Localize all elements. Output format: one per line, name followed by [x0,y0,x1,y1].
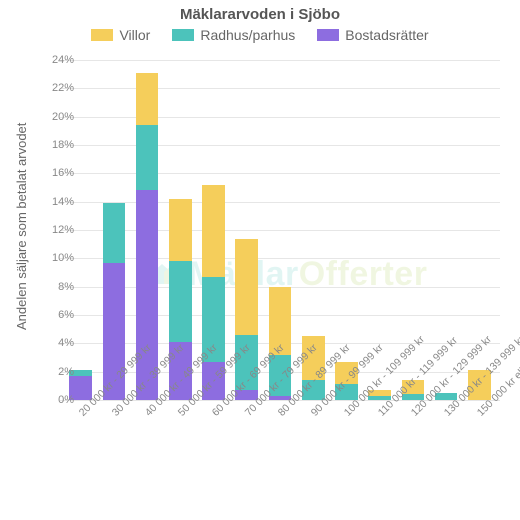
chart-title: Mäklararvoden i Sjöbo [0,0,520,23]
legend: Villor Radhus/parhus Bostadsrätter [0,27,520,43]
y-tick-label: 0% [34,394,74,406]
x-label-slot: 30 000 kr - 39 999 kr [97,402,130,512]
legend-swatch [172,29,194,41]
x-label-slot: 130 000 kr - 139 999 kr [430,402,463,512]
x-label-slot: 20 000 kr - 29 999 kr [64,402,97,512]
legend-label: Radhus/parhus [200,27,295,43]
y-tick-label: 14% [34,196,74,208]
legend-item: Radhus/parhus [172,27,295,43]
y-tick-label: 24% [34,54,74,66]
x-label-slot: 40 000 kr - 49 999 kr [130,402,163,512]
x-label-slot: 50 000 kr - 59 999 kr [164,402,197,512]
x-label-slot: 150 000 kr eller mer [463,402,496,512]
y-tick-label: 4% [34,337,74,349]
bar-segment-radhus [169,261,192,342]
bar-segment-radhus [136,125,159,190]
legend-item: Villor [91,27,150,43]
x-label-slot: 90 000 kr - 99 999 kr [297,402,330,512]
y-tick-label: 8% [34,281,74,293]
y-tick-label: 10% [34,252,74,264]
bar-group [97,60,130,400]
x-label-slot: 80 000 kr - 89 999 kr [263,402,296,512]
x-axis-labels: 20 000 kr - 29 999 kr30 000 kr - 39 999 … [60,402,500,512]
legend-item: Bostadsrätter [317,27,428,43]
y-tick-label: 22% [34,82,74,94]
bar-segment-villor [235,239,258,335]
y-tick-label: 20% [34,111,74,123]
bar-segment-villor [136,73,159,125]
x-label-slot: 70 000 kr - 79 999 kr [230,402,263,512]
y-tick-label: 2% [34,366,74,378]
x-label-slot: 120 000 kr - 129 999 kr [396,402,429,512]
y-tick-label: 16% [34,167,74,179]
legend-label: Villor [119,27,150,43]
y-tick-label: 18% [34,139,74,151]
x-label-slot: 60 000 kr - 69 999 kr [197,402,230,512]
bar-segment-radhus [103,203,126,263]
y-axis-title: Andelen säljare som betalat arvodet [14,123,29,330]
legend-swatch [317,29,339,41]
bar-segment-villor [202,185,225,277]
y-tick-label: 6% [34,309,74,321]
x-label-slot: 110 000 kr - 119 999 kr [363,402,396,512]
legend-label: Bostadsrätter [345,27,428,43]
legend-swatch [91,29,113,41]
bar-segment-villor [169,199,192,261]
x-label-slot: 100 000 kr - 109 999 kr [330,402,363,512]
y-tick-label: 12% [34,224,74,236]
